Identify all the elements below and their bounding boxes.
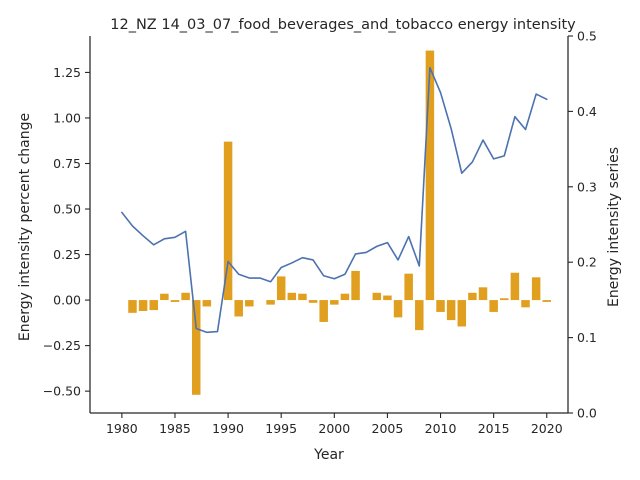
bar-1997 bbox=[298, 293, 307, 301]
right-y-tick-label: 0.5 bbox=[577, 29, 597, 44]
bar-1992 bbox=[245, 300, 254, 307]
x-axis-ticks: 1980 1985 1990 1995 2000 2005 2010 2015 2020 bbox=[106, 413, 563, 436]
x-tick-label: 2020 bbox=[531, 421, 563, 436]
x-tick-label: 1980 bbox=[106, 421, 138, 436]
left-y-tick-label: 0.75 bbox=[53, 156, 81, 171]
left-y-tick-label: 0.00 bbox=[53, 293, 81, 308]
left-y-tick-label: −0.50 bbox=[43, 384, 81, 399]
bar-1995 bbox=[276, 276, 286, 301]
bar-2004 bbox=[372, 292, 382, 301]
bar-1983 bbox=[149, 300, 158, 311]
left-y-tick-label: 0.50 bbox=[53, 202, 81, 217]
bar-1984 bbox=[160, 293, 169, 301]
bar-1988 bbox=[202, 300, 212, 307]
bar-2019 bbox=[531, 277, 541, 301]
chart-title: 12_NZ 14_03_07_food_beverages_and_tobacc… bbox=[110, 17, 576, 33]
bar-2012 bbox=[457, 300, 467, 327]
left-y-axis-ticks: −0.50 −0.25 0.00 0.25 0.50 0.75 1.00 1.25 bbox=[43, 65, 90, 399]
line-series-0 bbox=[121, 66, 548, 334]
left-y-tick-label: −0.25 bbox=[43, 338, 81, 353]
bar-2016 bbox=[500, 298, 509, 301]
right-y-tick-label: 0.1 bbox=[577, 330, 597, 345]
bar-2001 bbox=[340, 293, 350, 301]
right-y-tick-label: 0.0 bbox=[577, 406, 597, 421]
x-tick-label: 2000 bbox=[318, 421, 350, 436]
bar-2013 bbox=[468, 292, 477, 301]
bar-2014 bbox=[478, 287, 488, 301]
bar-1987 bbox=[191, 300, 201, 395]
bar-1991 bbox=[234, 300, 243, 317]
right-y-axis-label: Energy intensity series bbox=[606, 147, 622, 307]
bar-1996 bbox=[287, 292, 297, 301]
left-y-tick-label: 1.00 bbox=[53, 110, 81, 125]
bar-2017 bbox=[510, 272, 520, 301]
x-axis-label: Year bbox=[313, 447, 344, 463]
bar-2008 bbox=[415, 300, 424, 331]
bar-1985 bbox=[170, 300, 180, 302]
bar-1981 bbox=[128, 300, 137, 313]
bar-2007 bbox=[404, 273, 413, 301]
bar-2006 bbox=[393, 300, 403, 318]
right-y-tick-label: 0.4 bbox=[577, 104, 597, 119]
x-tick-label: 2005 bbox=[372, 421, 404, 436]
x-tick-label: 1990 bbox=[212, 421, 244, 436]
bar-1986 bbox=[181, 292, 190, 301]
bar-2010 bbox=[436, 300, 445, 312]
bar-2009 bbox=[425, 50, 435, 301]
bar-2011 bbox=[446, 300, 456, 321]
right-y-tick-label: 0.2 bbox=[577, 255, 597, 270]
left-y-tick-label: 0.25 bbox=[53, 247, 81, 262]
line-series bbox=[121, 66, 548, 334]
left-y-tick-label: 1.25 bbox=[53, 65, 81, 80]
bar-2000 bbox=[330, 300, 339, 305]
bar-2018 bbox=[521, 300, 530, 308]
bar-1998 bbox=[308, 300, 318, 303]
right-y-tick-label: 0.3 bbox=[577, 179, 597, 194]
bar-1982 bbox=[138, 300, 148, 312]
x-tick-label: 1995 bbox=[265, 421, 297, 436]
bar-2015 bbox=[489, 300, 498, 312]
bar-2005 bbox=[383, 295, 392, 301]
left-y-axis-label: Energy intensity percent change bbox=[17, 113, 33, 341]
bar-1999 bbox=[319, 300, 328, 322]
right-y-axis-ticks: 0.0 0.1 0.2 0.3 0.4 0.5 bbox=[568, 29, 597, 421]
bar-1990 bbox=[223, 141, 233, 301]
x-tick-label: 2010 bbox=[425, 421, 457, 436]
x-tick-label: 1985 bbox=[159, 421, 191, 436]
bar-1994 bbox=[266, 300, 275, 305]
bar-2020 bbox=[542, 300, 552, 302]
x-tick-label: 2015 bbox=[478, 421, 510, 436]
bar-series bbox=[128, 50, 552, 395]
bar-2002 bbox=[351, 270, 360, 301]
